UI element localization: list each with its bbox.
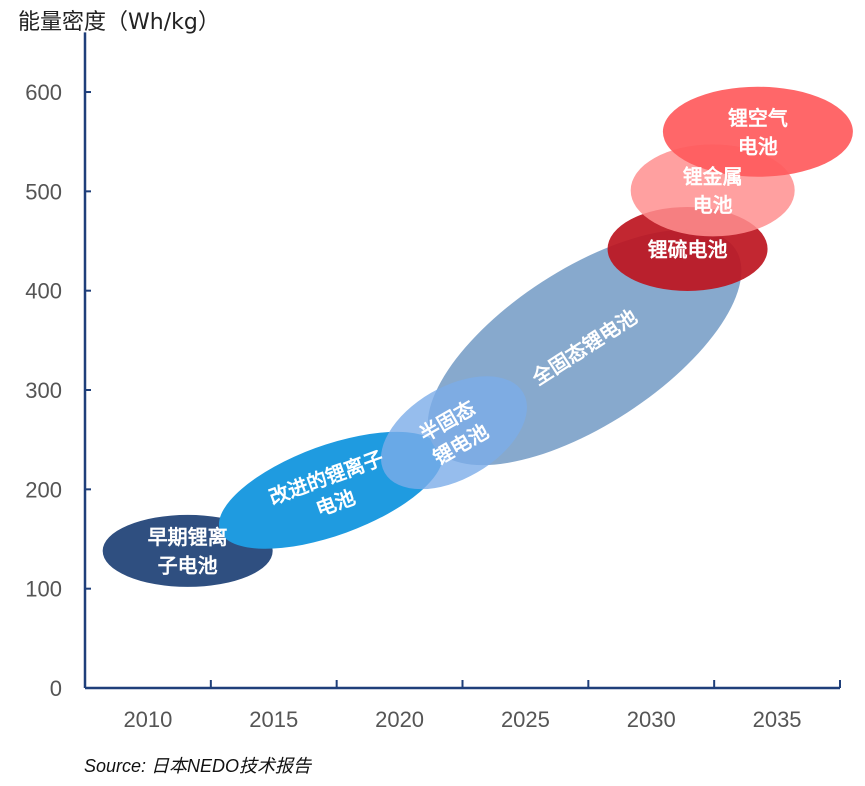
y-tick-label: 400 [25, 279, 62, 304]
ellipse-label: 锂金属 [683, 165, 743, 189]
x-tick-label: 2025 [501, 707, 550, 732]
source-note: Source: 日本NEDO技术报告 [84, 756, 312, 776]
x-tick-label: 2015 [249, 707, 298, 732]
ellipse-label: 电池 [693, 193, 733, 217]
ellipse-label: 锂硫电池 [648, 237, 728, 261]
y-axis-title: 能量密度（Wh/kg） [18, 10, 220, 35]
y-tick-label: 0 [50, 676, 62, 701]
ellipse-label: 子电池 [158, 553, 218, 577]
x-tick-label: 2010 [123, 707, 172, 732]
ellipse-7 [662, 86, 853, 177]
ellipse-4 [380, 376, 527, 490]
ellipse-label: 锂空气 [728, 106, 788, 130]
y-tick-label: 200 [25, 477, 62, 502]
y-tick-label: 500 [25, 179, 62, 204]
ellipse-label: 电池 [738, 134, 778, 158]
x-tick-label: 2035 [753, 707, 802, 732]
y-tick-label: 600 [25, 80, 62, 105]
y-tick-label: 100 [25, 577, 62, 602]
y-tick-label: 300 [25, 378, 62, 403]
x-tick-label: 2020 [375, 707, 424, 732]
ellipse-label: 早期锂离 [148, 525, 228, 549]
x-tick-label: 2030 [627, 707, 676, 732]
